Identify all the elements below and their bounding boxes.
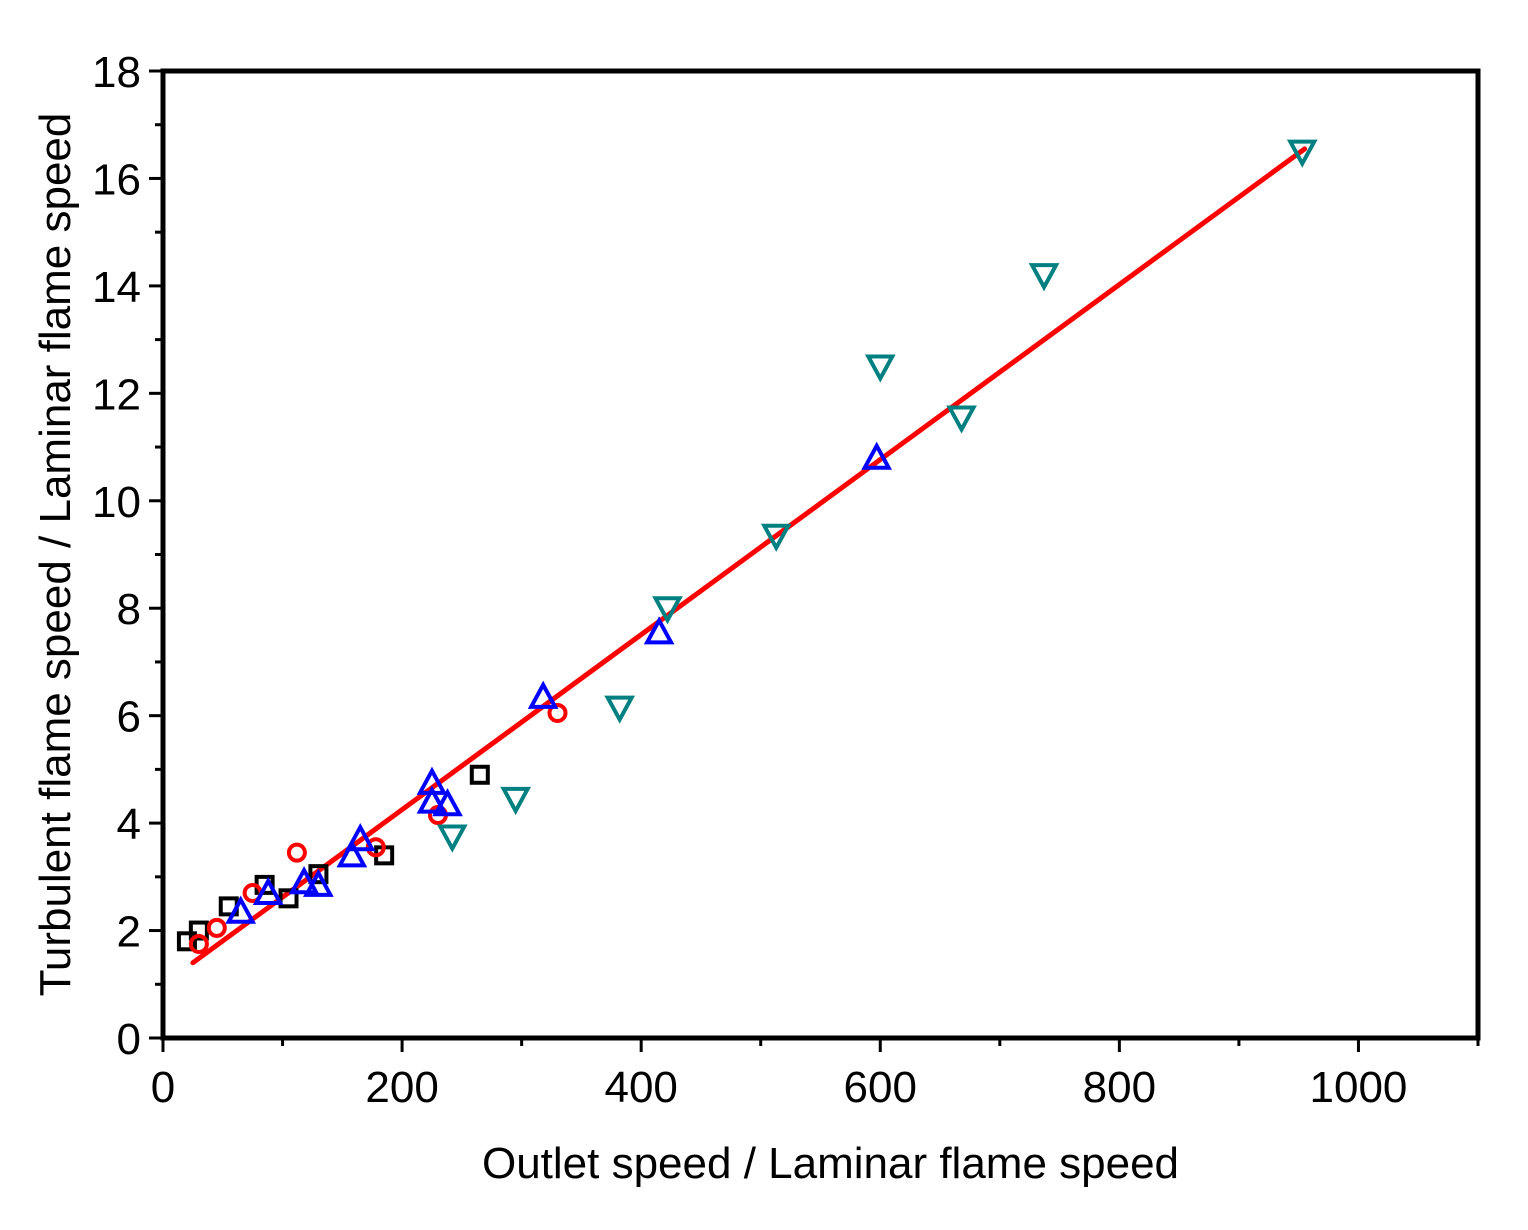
triangle-down-point [436, 824, 468, 853]
square-point [278, 888, 299, 909]
circle-point [547, 702, 568, 723]
fit-line [190, 146, 1308, 966]
triangle-up-point [416, 785, 448, 814]
x-tick-label: 200 [365, 1063, 438, 1112]
circle-point [286, 842, 307, 863]
square-point [469, 764, 490, 785]
triangle-down-point [652, 596, 683, 625]
y-tick-label: 14 [92, 263, 141, 312]
square-point [188, 920, 209, 941]
triangle-down-point [1286, 139, 1318, 168]
y-tick-label: 18 [92, 48, 141, 97]
y-axis: 0 2 4 6 8 10 12 14 16 18 [92, 48, 163, 1064]
y-tick-label: 12 [92, 370, 141, 419]
series-triangles-down [436, 139, 1318, 853]
x-tick-label: 0 [151, 1063, 175, 1112]
series-triangles-up [225, 441, 893, 924]
y-tick-label: 16 [92, 155, 141, 204]
triangle-up-point [432, 788, 463, 817]
triangle-up-point [288, 866, 320, 895]
triangle-up-point [861, 441, 893, 470]
y-axis-title: Turbulent flame speed / Laminar flame sp… [31, 113, 80, 997]
circle-point [206, 917, 227, 938]
triangle-down-point [864, 354, 896, 383]
triangle-up-point [344, 823, 376, 852]
x-axis: 0 200 400 600 800 1000 [151, 1038, 1480, 1112]
triangle-up-point [303, 868, 334, 897]
triangle-up-point [336, 839, 368, 868]
y-tick-label: 4 [117, 800, 141, 849]
triangle-up-point [416, 766, 448, 795]
y-tick-label: 2 [117, 908, 141, 957]
plot-frame [160, 68, 1481, 1041]
triangle-up-point [225, 895, 257, 924]
triangle-up-point [643, 616, 675, 645]
triangle-down-point [760, 523, 792, 552]
square-point [308, 864, 329, 885]
y-tick-label: 8 [117, 585, 141, 634]
x-tick-label: 800 [1083, 1063, 1156, 1112]
y-tick-label: 10 [92, 478, 141, 527]
triangle-up-point [252, 876, 284, 905]
triangle-down-point [1028, 263, 1060, 292]
y-tick-label: 6 [117, 693, 141, 742]
triangle-down-point [604, 695, 636, 724]
triangle-down-point [946, 405, 977, 434]
x-tick-label: 600 [844, 1063, 917, 1112]
data-markers [176, 139, 1318, 954]
y-tick-label: 0 [117, 1015, 141, 1064]
circle-point [188, 933, 209, 954]
triangle-up-point [527, 680, 559, 709]
x-axis-title: Outlet speed / Laminar flame speed [482, 1139, 1179, 1188]
square-point [176, 931, 197, 952]
x-tick-label: 1000 [1310, 1063, 1408, 1112]
x-tick-label: 400 [604, 1063, 677, 1112]
triangle-down-point [500, 786, 532, 816]
